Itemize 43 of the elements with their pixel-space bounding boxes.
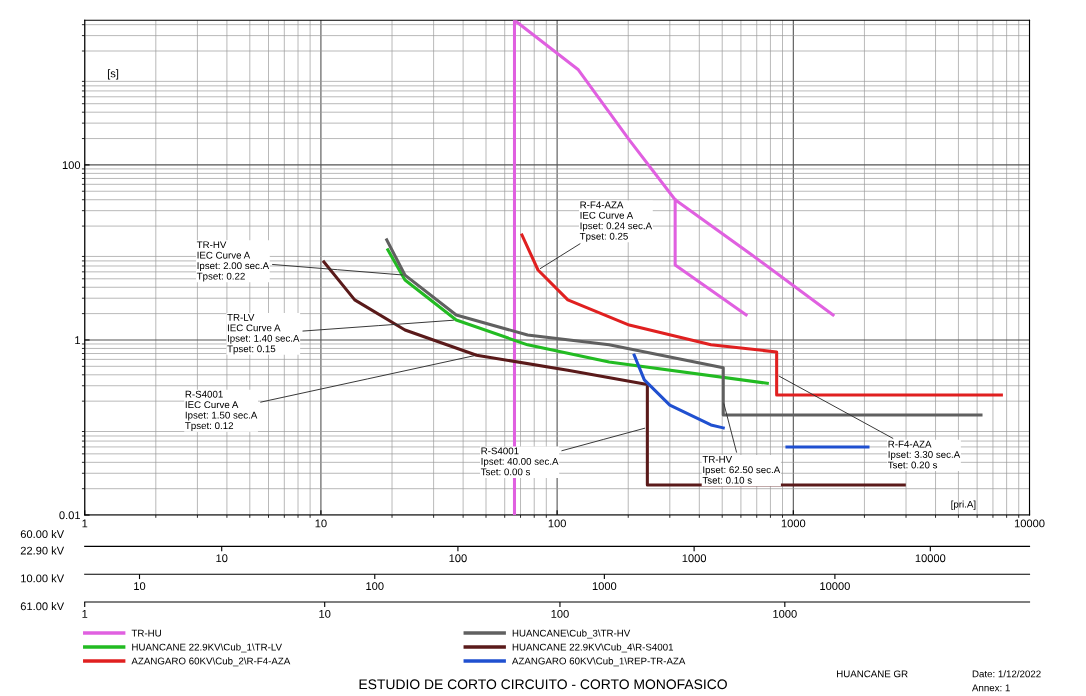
legend-label: HUANCANE\Cub_3\TR-HV	[512, 629, 631, 639]
text: 10	[134, 582, 146, 590]
text: 1	[82, 610, 88, 618]
annotation: TR-LV IEC Curve A Ipset: 1.40 sec.A Tpset: 0.15	[227, 314, 300, 355]
annotation: R-F4-AZA Ipset: 3.30 sec.A Tset: 0.20 s	[887, 440, 961, 469]
x-tick-label: 1000	[781, 519, 806, 528]
x-tick-label: 1	[82, 519, 88, 528]
legend-label: AZANGARO 60KV\Cub_2\R-F4-AZA	[131, 657, 291, 667]
text: Date: 1/12/2022	[972, 670, 1041, 678]
annotation: R-S4001 Ipset: 40.00 sec.A Tset: 0.00 s	[480, 447, 559, 476]
text: Annex: 1	[971, 684, 1010, 692]
text: 100	[449, 554, 467, 563]
y-axis-title: [s]	[107, 69, 119, 80]
annotation: R-S4001 IEC Curve A Ipset: 1.50 sec.A Tpset: 0.12	[185, 390, 258, 431]
text: 10.00 kV	[21, 574, 65, 583]
annotation: [pri.A]	[951, 500, 976, 510]
text: 1000	[773, 609, 797, 618]
text: ESTUDIO DE CORTO CIRCUITO - CORTO MONOFASICO	[359, 679, 727, 690]
legend-label: HUANCANE 22.9KV\Cub_4\R-S4001	[512, 643, 674, 653]
y-tick-label: 1	[75, 336, 80, 344]
x-axis-title: 60.00 kV	[20, 529, 65, 539]
text: 1000	[592, 582, 617, 590]
legend-label: AZANGARO 60KV\Cub_1\REP-TR-AZA	[511, 657, 686, 667]
annotation: TR-HV IEC Curve A Ipset: 2.00 sec.A Tpset: 0.22	[196, 241, 270, 282]
text: 10	[216, 554, 228, 563]
text: HUANCANE GR	[837, 670, 908, 678]
x-tick-label: 10000	[1014, 519, 1045, 528]
text: 61.00 kV	[20, 602, 65, 611]
text: 100	[551, 609, 569, 618]
annotation: TR-HV Ipset: 62.50 sec.A Tset: 0.10 s	[702, 455, 781, 484]
text: 1000	[682, 554, 707, 563]
y-tick-label: 100	[62, 161, 81, 170]
text: 100	[366, 582, 384, 590]
text: 10000	[915, 554, 946, 563]
legend-label: HUANCANE 22.9KV\Cub_1\TR-LV	[132, 643, 282, 653]
text: 10000	[820, 582, 850, 590]
y-tick-label: 0.01	[59, 511, 80, 520]
text: 10	[319, 609, 331, 618]
x-tick-label: 100	[548, 519, 566, 528]
annotation: R-F4-AZA IEC Curve A Ipset: 0.24 sec.A Tpset: 0.25	[579, 201, 653, 242]
legend-label: TR-HU	[131, 629, 161, 637]
text: 22.90 kV	[20, 546, 65, 555]
x-tick-label: 10	[315, 519, 327, 528]
